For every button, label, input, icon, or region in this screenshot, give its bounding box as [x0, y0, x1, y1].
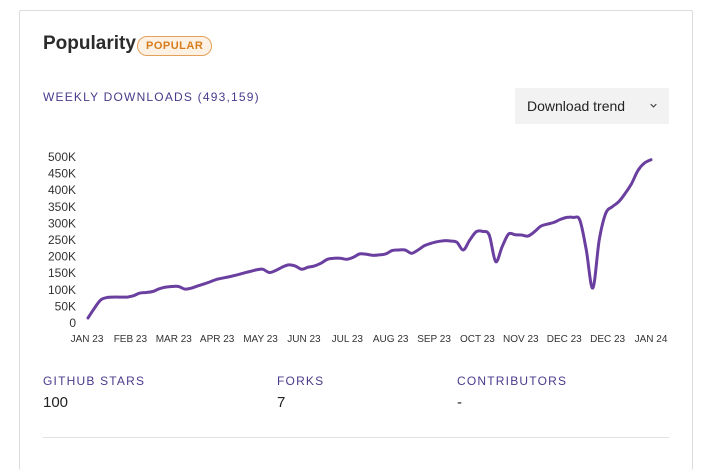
x-tick-label: JUN 23	[287, 334, 321, 345]
x-tick-label: JUL 23	[332, 334, 364, 345]
x-tick-label: FEB 23	[114, 334, 148, 345]
forks-label: FORKS	[277, 374, 325, 388]
x-tick-label: SEP 23	[417, 334, 451, 345]
chevron-down-icon	[650, 103, 657, 108]
contributors-label: CONTRIBUTORS	[457, 374, 568, 388]
x-tick-label: DEC 23	[547, 334, 582, 345]
y-tick-label: 100K	[48, 283, 76, 297]
github-stars-label: GITHUB STARS	[43, 374, 146, 388]
x-tick-label: OCT 23	[460, 334, 495, 345]
x-tick-label: MAR 23	[156, 334, 193, 345]
y-tick-label: 350K	[48, 200, 76, 214]
section-title: Popularity	[43, 33, 136, 54]
y-tick-label: 50K	[55, 299, 76, 313]
y-tick-label: 250K	[48, 233, 76, 247]
y-tick-label: 150K	[48, 266, 76, 280]
download-trend-select-value: Download trend	[527, 98, 626, 114]
x-tick-label: NOV 23	[503, 334, 539, 345]
downloads-chart: 0 50K 100K 150K 200K 250K 300K 350K 400K 450K 500K…	[48, 150, 668, 345]
divider	[43, 437, 669, 438]
y-tick-label: 300K	[48, 216, 76, 230]
y-tick-label: 200K	[48, 250, 76, 264]
downloads-series-line	[86, 158, 653, 320]
x-tick-label: JAN 24	[635, 334, 668, 345]
x-tick-label: APR 23	[200, 334, 235, 345]
x-tick-label: DEC 23	[590, 334, 625, 345]
y-tick-label: 500K	[48, 150, 76, 164]
x-tick-label: MAY 23	[243, 334, 278, 345]
y-tick-label: 400K	[48, 183, 76, 197]
weekly-downloads-label: WEEKLY DOWNLOADS (493,159)	[43, 90, 260, 104]
y-tick-label: 0	[69, 316, 76, 330]
x-tick-label: JAN 23	[71, 334, 104, 345]
github-stars-value: 100	[43, 394, 69, 411]
popular-badge: POPULAR	[137, 36, 213, 56]
x-tick-label: AUG 23	[373, 334, 409, 345]
y-tick-label: 450K	[48, 167, 76, 181]
download-trend-select[interactable]: Download trend	[515, 88, 669, 124]
forks-value: 7	[277, 394, 286, 411]
popularity-card	[19, 10, 693, 470]
contributors-value: -	[457, 394, 462, 411]
